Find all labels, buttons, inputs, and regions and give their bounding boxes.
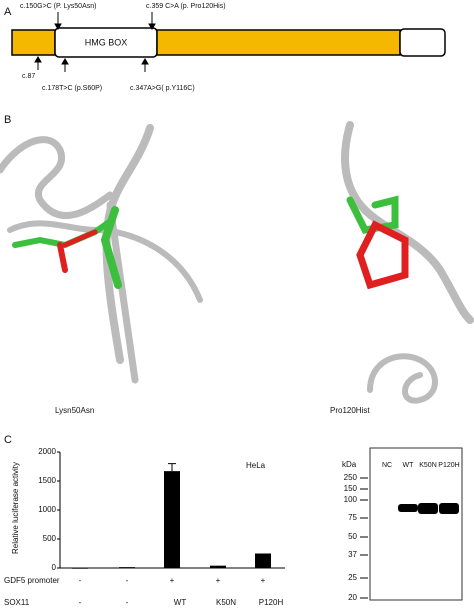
marker-label: 50 [348, 532, 357, 541]
blot-band [418, 503, 438, 514]
domain-segment [399, 28, 446, 57]
y-tick-label: 1500 [38, 476, 56, 485]
blot-frame [369, 447, 463, 601]
structure-right [341, 121, 474, 404]
annotation: HeLa [246, 461, 266, 470]
bar [72, 567, 88, 569]
row-cell: + [261, 576, 266, 585]
row-cell: - [79, 598, 82, 607]
row-cell: - [126, 598, 129, 607]
row-cell: - [79, 576, 82, 585]
domain-label: HMG BOX [85, 37, 128, 47]
bar [210, 565, 226, 568]
y-tick-label: 2000 [38, 447, 56, 456]
panel-label: A [4, 6, 12, 18]
panel-label: C [4, 434, 12, 446]
row-label: GDF5 promoter [4, 576, 60, 585]
mutation-label: c.87 [22, 73, 35, 80]
structure-label: Pro120Hist [330, 406, 370, 415]
row-cell: P120H [259, 598, 284, 607]
bar [119, 567, 135, 569]
mutation-label: c.178T>C (p.S60P) [42, 85, 102, 92]
blot-band [398, 504, 418, 512]
domain-segment [11, 29, 56, 56]
lane-label: WT [403, 462, 415, 469]
row-cell: WT [174, 598, 187, 607]
marker-label: 20 [348, 593, 357, 602]
lane-label: NC [382, 462, 392, 469]
marker-label: 25 [348, 573, 357, 582]
row-label: SOX11 [4, 598, 30, 607]
marker-label: 250 [344, 473, 358, 482]
structure-left [0, 124, 203, 384]
row-cell: K50N [216, 598, 236, 607]
blot-unit: kDa [342, 460, 357, 469]
mutation-label: c.150G>C (P. Lys50Asn) [20, 3, 96, 10]
marker-label: 150 [344, 484, 358, 493]
marker-label: 75 [348, 513, 357, 522]
panel-label: B [4, 114, 11, 126]
mutation-label: c.347A>G( p.Y116C) [130, 85, 195, 92]
marker-label: 37 [348, 550, 357, 559]
mutation-label: c.359 C>A (p. Pro120His) [146, 3, 226, 10]
row-cell: - [126, 576, 129, 585]
y-axis-label: Relative luciferase activity [11, 462, 20, 554]
y-tick-label: 1000 [38, 505, 56, 514]
marker-label: 100 [344, 495, 358, 504]
domain-segment [156, 29, 401, 56]
lane-label: P120H [438, 462, 459, 469]
row-cell: + [216, 576, 221, 585]
bar [164, 471, 180, 568]
structure-label: Lysn50Asn [55, 406, 94, 415]
bar [255, 553, 271, 568]
lane-label: K50N [419, 462, 437, 469]
arrows [34, 12, 156, 72]
y-tick-label: 0 [52, 563, 57, 572]
row-cell: + [170, 576, 175, 585]
error-bar [168, 463, 176, 472]
blot-band [439, 503, 459, 514]
y-tick-label: 500 [43, 534, 57, 543]
